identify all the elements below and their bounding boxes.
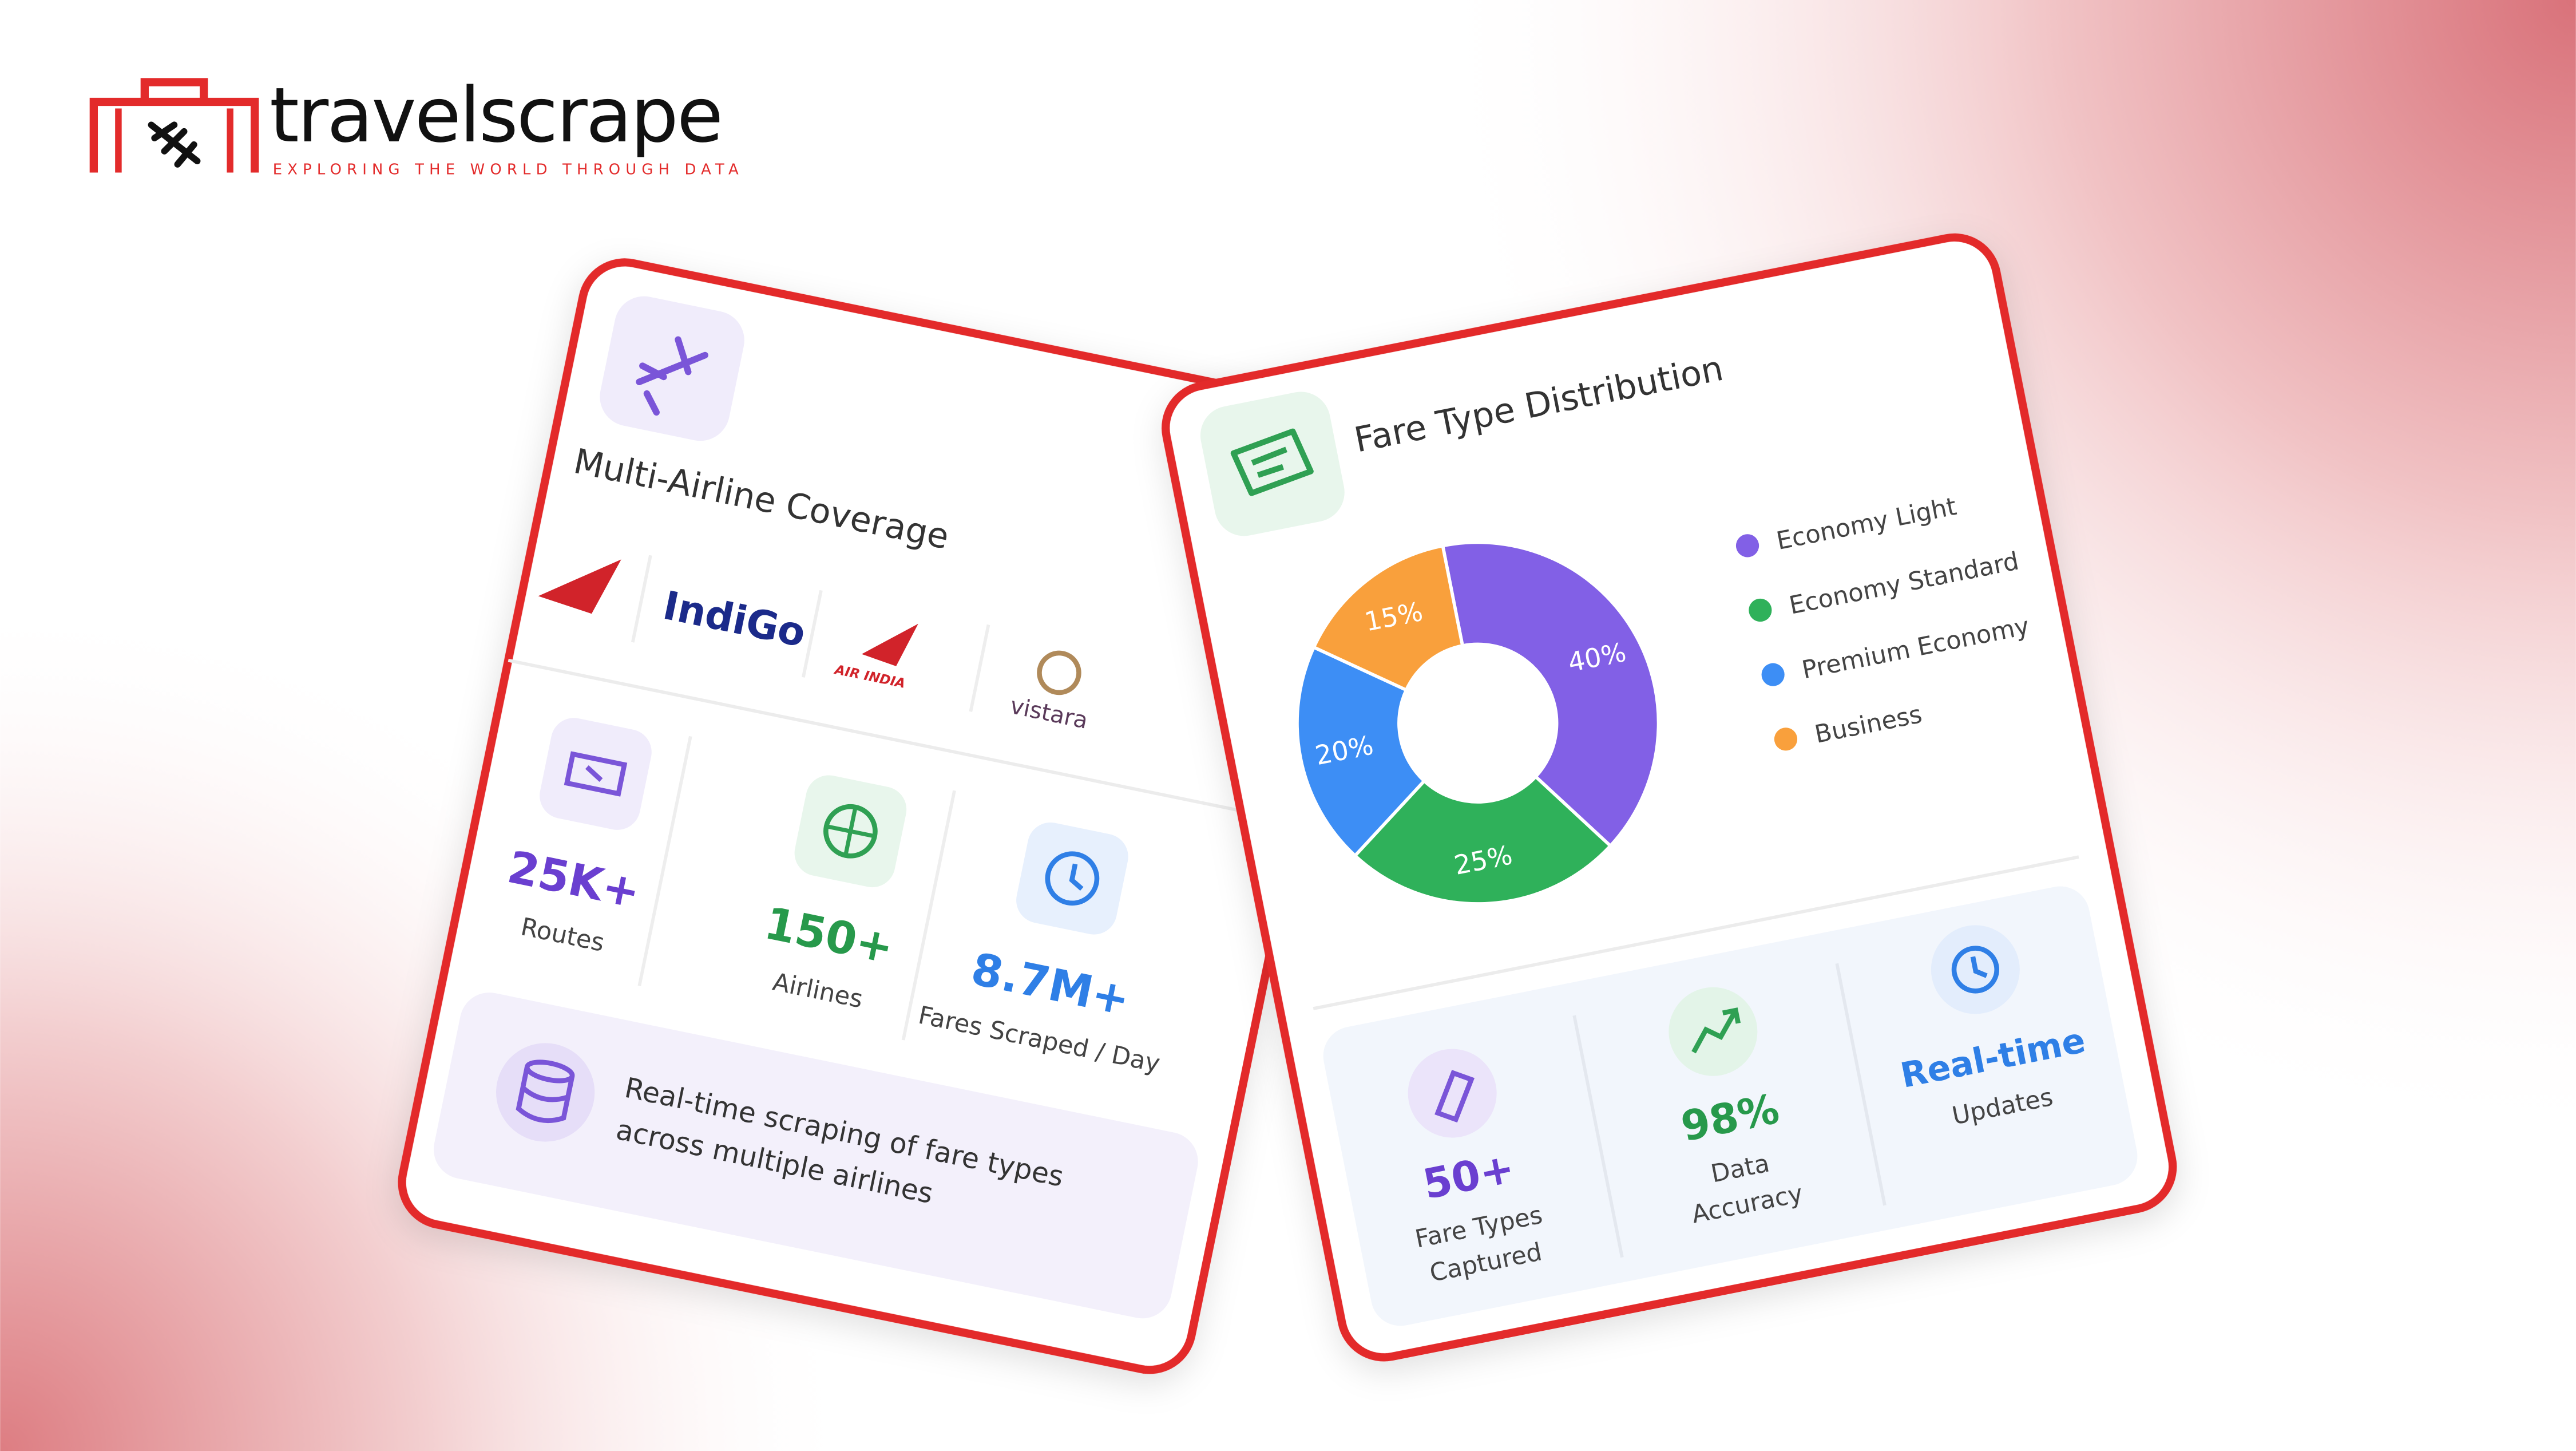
icon-circle [496, 1043, 595, 1142]
ticket-icon [564, 751, 628, 797]
pie-slice [1441, 540, 1660, 848]
legend-swatch [1735, 534, 1759, 558]
airline-logo-mark [538, 559, 621, 614]
separator [631, 555, 652, 643]
divider [508, 658, 1297, 824]
coverage-card: Multi-Airline Coverage IndiGo AIR INDIA … [398, 258, 1377, 1374]
globe-icon [826, 806, 875, 856]
brand-name: travelscrape [270, 72, 722, 160]
legend-swatch [1761, 663, 1785, 686]
airline-logo-mark [861, 623, 918, 666]
airline-logo-mark [1037, 650, 1081, 695]
legend-swatch [1774, 728, 1798, 751]
clock-icon [1069, 863, 1084, 891]
suitcase-handle [140, 78, 208, 102]
separator [802, 590, 823, 678]
ticket-icon [1230, 428, 1314, 496]
clock-icon [1951, 946, 1999, 994]
divider [1313, 855, 2079, 1010]
pie-slice [1353, 774, 1613, 906]
logo: travelscrape EXPLORING THE WORLD THROUGH… [89, 72, 744, 178]
separator [1572, 1015, 1624, 1258]
pie-slice [1311, 544, 1465, 693]
plane-icon [148, 121, 201, 168]
icon-circle [1408, 1049, 1497, 1138]
separator [901, 790, 956, 1041]
brand-tagline: EXPLORING THE WORLD THROUGH DATA [273, 161, 744, 178]
donut-chart: 40%25%20%15% [1295, 540, 1660, 906]
suitcase-strap [115, 108, 233, 173]
separator [1835, 963, 1887, 1206]
database-icon [516, 1066, 575, 1124]
icon-box [1200, 392, 1345, 536]
note-box [433, 993, 1198, 1319]
suitcase-icon [89, 97, 259, 173]
separator [637, 736, 692, 986]
stats-box [1323, 886, 2138, 1326]
fare-card: Fare Type Distribution 40%25%20%15% Econ… [1162, 233, 2177, 1362]
clock-icon [1045, 851, 1100, 906]
legend-swatch [1749, 598, 1772, 622]
plane-icon [636, 336, 708, 416]
pie-slice [1295, 645, 1427, 859]
trend-icon [1691, 1007, 1741, 1054]
clock-icon [1970, 956, 1988, 978]
tag-icon [1434, 1070, 1475, 1123]
separator [969, 624, 990, 712]
